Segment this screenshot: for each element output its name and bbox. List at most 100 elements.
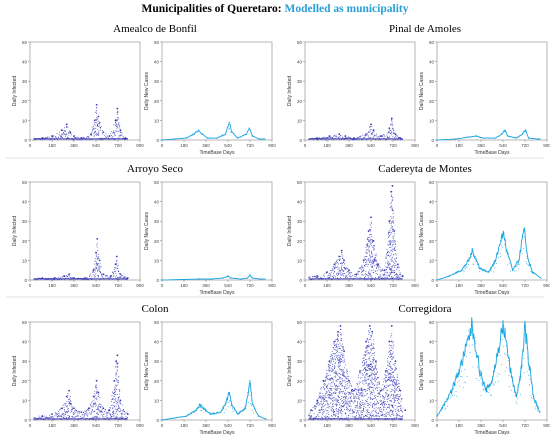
infected-texture-dot <box>336 404 338 406</box>
new-cases-texture-dot <box>488 388 490 390</box>
infected-texture-dot <box>333 381 334 383</box>
infected-texture-dot <box>76 136 78 138</box>
infected-texture-dot <box>68 138 70 140</box>
infected-point <box>124 137 127 139</box>
infected-texture-dot <box>342 269 343 271</box>
infected-texture-dot <box>94 124 96 126</box>
infected-texture-dot <box>372 359 374 361</box>
infected-texture-dot <box>331 386 333 387</box>
infected-texture-dot <box>367 278 369 280</box>
infected-texture-dot <box>372 405 374 407</box>
infected-texture-dot <box>323 398 325 400</box>
infected-texture-dot <box>346 277 348 279</box>
new-cases-point <box>201 133 204 135</box>
infected-texture-dot <box>367 415 369 417</box>
infected-texture-dot <box>312 407 314 408</box>
infected-texture-dot <box>343 349 345 351</box>
infected-texture-dot <box>398 279 400 281</box>
infected-texture-dot <box>390 124 392 126</box>
infected-texture-dot <box>353 276 355 278</box>
infected-texture-dot <box>368 250 370 252</box>
new-cases-texture-dot <box>490 394 491 396</box>
infected-texture-dot <box>368 130 370 132</box>
infected-texture-dot <box>334 383 335 384</box>
infected-texture-dot <box>339 409 340 411</box>
infected-texture-dot <box>115 393 117 395</box>
new-cases-texture-dot <box>531 397 532 399</box>
infected-texture-dot <box>317 401 318 402</box>
infected-texture-dot <box>339 376 340 378</box>
infected-texture-dot <box>337 271 339 273</box>
infected-point <box>370 216 372 219</box>
new-cases-texture-dot <box>455 391 457 392</box>
infected-texture-dot <box>391 272 393 274</box>
new-cases-texture-dot <box>489 383 491 385</box>
infected-texture-dot <box>371 133 373 134</box>
new-cases-texture-dot <box>504 370 506 372</box>
new-cases-point <box>227 275 229 277</box>
new-cases-texture-dot <box>456 395 458 397</box>
infected-texture-dot <box>389 274 391 275</box>
infected-texture-dot <box>337 138 339 140</box>
infected-texture-dot <box>96 413 98 414</box>
infected-texture-dot <box>95 110 97 111</box>
infected-texture-dot <box>98 406 100 408</box>
infected-texture-dot <box>113 274 115 276</box>
infected-texture-dot <box>376 399 378 401</box>
infected-texture-dot <box>388 362 390 364</box>
infected-texture-dot <box>324 401 326 402</box>
infected-texture-dot <box>379 138 380 140</box>
infected-texture-dot <box>350 408 352 410</box>
infected-texture-dot <box>64 416 66 418</box>
infected-texture-dot <box>395 394 397 396</box>
infected-texture-dot <box>366 415 368 417</box>
infected-texture-dot <box>387 360 389 362</box>
infected-texture-dot <box>371 132 373 134</box>
infected-texture-dot <box>371 405 373 407</box>
infected-texture-dot <box>394 400 396 402</box>
infected-texture-dot <box>375 376 377 378</box>
infected-texture-dot <box>371 270 373 272</box>
x-axis-label: TimeBase Days <box>199 430 235 436</box>
infected-texture-dot <box>81 278 83 280</box>
infected-texture-dot <box>351 272 353 274</box>
infected-texture-dot <box>116 279 118 281</box>
infected-texture-dot <box>110 413 111 415</box>
infected-texture-dot <box>100 272 102 273</box>
infected-texture-dot <box>393 248 395 250</box>
infected-texture-dot <box>370 354 372 356</box>
infected-texture-dot <box>373 269 375 271</box>
infected-texture-dot <box>91 410 93 412</box>
infected-texture-dot <box>396 414 398 416</box>
infected-texture-dot <box>325 272 327 274</box>
new-cases-texture-dot <box>507 360 509 361</box>
infected-texture-dot <box>334 267 336 269</box>
x-tick-label: 540 <box>224 143 232 148</box>
infected-texture-dot <box>98 258 100 260</box>
infected-texture-dot <box>372 384 374 385</box>
infected-texture-dot <box>334 391 336 393</box>
infected-texture-dot <box>390 379 392 381</box>
infected-texture-dot <box>353 412 355 413</box>
infected-texture-dot <box>346 373 348 375</box>
infected-texture-dot <box>123 413 125 415</box>
new-cases-texture-dot <box>447 397 449 399</box>
infected-texture-dot <box>389 247 391 248</box>
x-tick-label: 540 <box>92 423 100 428</box>
infected-texture-dot <box>383 403 385 405</box>
infected-texture-dot <box>42 278 44 280</box>
infected-texture-dot <box>389 269 391 270</box>
infected-texture-dot <box>115 121 117 123</box>
infected-texture-dot <box>331 279 333 281</box>
infected-texture-dot <box>345 388 347 389</box>
y-tick-label: 20 <box>429 99 435 104</box>
infected-texture-dot <box>365 249 367 251</box>
infected-texture-dot <box>362 372 363 374</box>
x-tick-label: 0 <box>29 283 32 288</box>
infected-texture-dot <box>326 391 328 393</box>
infected-texture-dot <box>394 391 396 393</box>
infected-texture-dot <box>338 364 340 366</box>
infected-texture-dot <box>96 134 98 136</box>
infected-texture-dot <box>393 271 395 273</box>
infected-texture-dot <box>364 400 366 402</box>
